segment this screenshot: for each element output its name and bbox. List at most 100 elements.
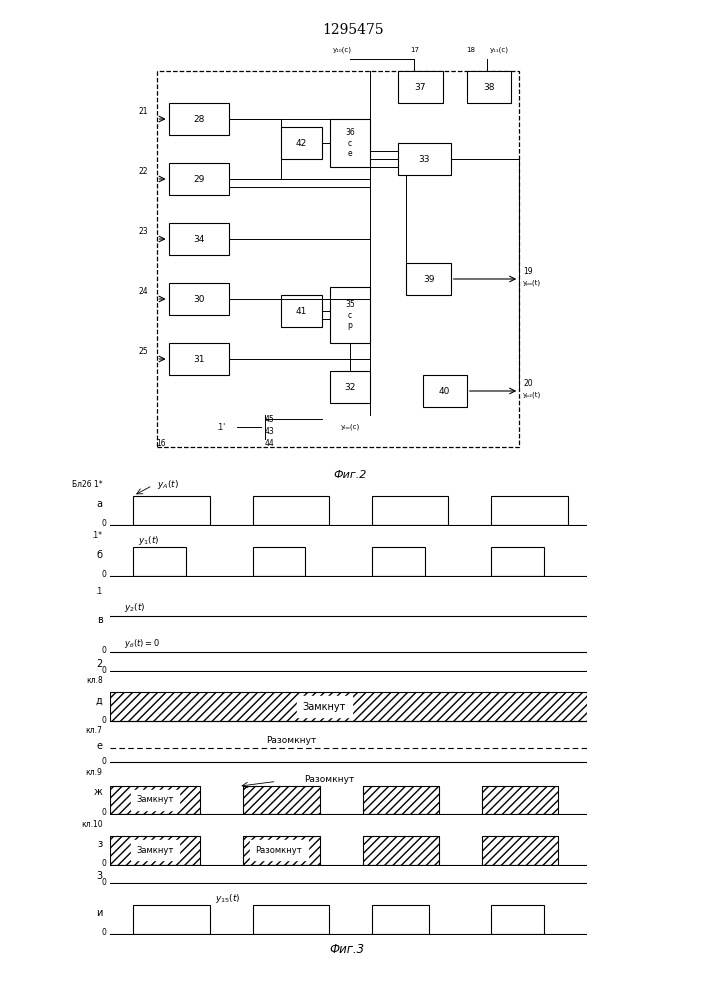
Bar (281, 295, 322, 327)
Text: Бл26 1*: Бл26 1* (72, 480, 103, 489)
Text: кл.7: кл.7 (86, 726, 103, 735)
Text: д: д (95, 695, 103, 705)
Text: 22: 22 (139, 166, 148, 176)
Text: 42: 42 (296, 138, 308, 147)
Text: 38: 38 (484, 83, 495, 92)
Text: Замкнут: Замкнут (136, 795, 174, 804)
Bar (329, 119, 370, 167)
Text: 20: 20 (523, 378, 533, 387)
Text: Фиг.2: Фиг.2 (333, 470, 367, 480)
Text: $y_2(t)$: $y_2(t)$ (124, 601, 146, 614)
Text: 16: 16 (156, 438, 165, 448)
Text: yₙₒ(c): yₙₒ(c) (340, 424, 360, 430)
Text: 23: 23 (139, 227, 148, 235)
Text: Замкнут: Замкнут (136, 846, 174, 855)
Bar (168, 223, 229, 255)
Text: а: а (97, 499, 103, 509)
Text: 0: 0 (101, 646, 106, 655)
Bar (363, 786, 439, 814)
Text: 0: 0 (101, 878, 106, 887)
Text: 19: 19 (523, 266, 533, 275)
Bar (281, 127, 322, 159)
Text: 34: 34 (193, 234, 204, 243)
Bar (482, 836, 558, 865)
Text: 43: 43 (264, 426, 274, 436)
Text: 35
с
р: 35 с р (345, 300, 355, 330)
Bar (329, 287, 370, 343)
Text: yₚₐ(t): yₚₐ(t) (523, 280, 542, 286)
Bar (243, 786, 320, 814)
Text: $y_{15}(t)$: $y_{15}(t)$ (215, 892, 240, 905)
Bar (372, 905, 429, 934)
Text: 32: 32 (344, 382, 356, 391)
Text: .1: .1 (95, 587, 103, 596)
Bar (491, 905, 544, 934)
Text: 24: 24 (139, 286, 148, 296)
Text: кл.9: кл.9 (86, 768, 103, 777)
Text: Замкнут: Замкнут (303, 702, 346, 712)
Text: $y_A(t)$: $y_A(t)$ (157, 478, 179, 491)
Text: 2: 2 (96, 659, 103, 669)
Text: 0: 0 (101, 757, 106, 766)
Bar (134, 905, 210, 934)
Bar (491, 496, 568, 525)
Text: 37: 37 (415, 83, 426, 92)
Text: 39: 39 (423, 274, 434, 284)
Text: 17: 17 (410, 47, 419, 53)
Text: 0: 0 (101, 928, 106, 937)
Text: .1*: .1* (91, 531, 103, 540)
Bar (253, 496, 329, 525)
Text: и: и (96, 908, 103, 918)
Bar (243, 836, 320, 865)
Text: 41: 41 (296, 306, 308, 316)
Text: .1': .1' (216, 422, 226, 432)
Text: е: е (97, 741, 103, 751)
Text: Разомкнут: Разомкнут (256, 846, 303, 855)
Text: 3: 3 (96, 871, 103, 881)
Bar (253, 905, 329, 934)
Text: в: в (97, 615, 103, 625)
Text: 30: 30 (193, 294, 204, 304)
Text: Фиг.3: Фиг.3 (329, 943, 364, 956)
Bar (491, 547, 544, 576)
Bar (110, 836, 200, 865)
Text: 1295475: 1295475 (322, 23, 385, 37)
Bar (134, 547, 186, 576)
Text: yₚ₂(t): yₚ₂(t) (523, 392, 542, 398)
Text: 0: 0 (101, 570, 106, 579)
Text: 0: 0 (101, 519, 106, 528)
Text: y₁₁(c): y₁₁(c) (489, 46, 508, 53)
Bar (372, 547, 424, 576)
Bar (134, 496, 210, 525)
Bar (398, 71, 443, 103)
Text: кл.10: кл.10 (81, 820, 103, 829)
Text: з: з (98, 839, 103, 849)
Bar (168, 163, 229, 195)
Text: 21: 21 (139, 106, 148, 115)
Bar (168, 103, 229, 135)
Bar (168, 343, 229, 375)
Bar (329, 371, 370, 403)
Bar (110, 692, 587, 721)
Text: б: б (96, 550, 103, 560)
Text: кл.8: кл.8 (86, 676, 103, 685)
Text: 29: 29 (193, 174, 204, 184)
Text: 0: 0 (101, 808, 106, 817)
Bar (372, 496, 448, 525)
Text: 31: 31 (193, 355, 204, 363)
Text: 45: 45 (264, 414, 274, 424)
Bar (482, 786, 558, 814)
Text: 25: 25 (139, 347, 148, 356)
Text: 44: 44 (264, 438, 274, 448)
Text: 36
с
е: 36 с е (345, 128, 355, 158)
Text: Разомкнут: Разомкнут (304, 775, 354, 784)
Bar (168, 283, 229, 315)
Text: 33: 33 (419, 154, 431, 163)
Text: ж: ж (93, 787, 103, 797)
Text: 0: 0 (101, 716, 106, 725)
Text: $y_б(t)=0$: $y_б(t)=0$ (124, 637, 160, 650)
Bar (467, 71, 511, 103)
Bar (398, 143, 450, 175)
Text: 0: 0 (101, 666, 106, 675)
Text: 28: 28 (193, 114, 204, 123)
